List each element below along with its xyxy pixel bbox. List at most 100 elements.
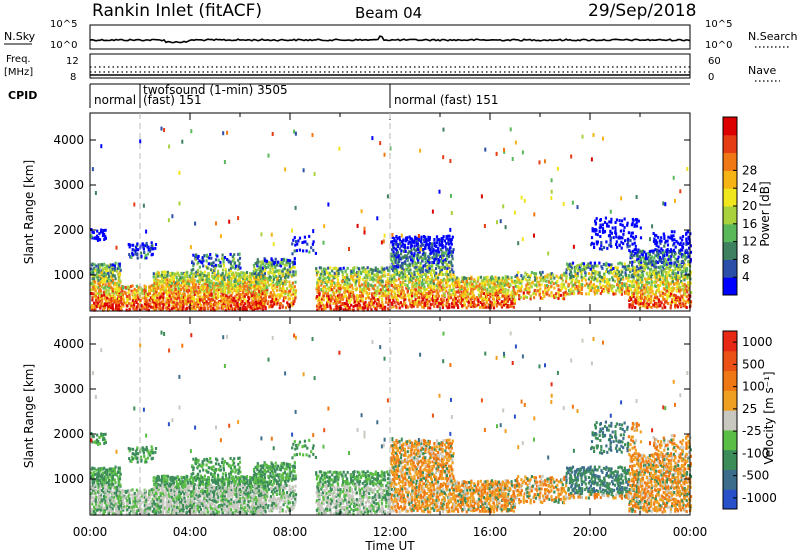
power-cell (368, 296, 371, 300)
power-cell (145, 241, 148, 245)
power-cell (198, 275, 201, 279)
power-cell (380, 304, 383, 308)
power-cell (621, 270, 624, 274)
power-cell (256, 258, 259, 262)
power-cell (416, 305, 419, 309)
power-cell (662, 232, 665, 236)
power-cell (623, 282, 626, 286)
power-cell (378, 270, 381, 274)
power-cell (210, 256, 213, 260)
power-cell (624, 239, 627, 243)
power-cell (182, 295, 186, 299)
power-cell (542, 275, 545, 279)
power-cell (528, 290, 531, 293)
power-cell (456, 282, 459, 286)
power-cell (382, 306, 386, 310)
power-cell (192, 295, 195, 299)
power-cell (599, 225, 603, 229)
power-cell (250, 301, 253, 305)
power-cell (661, 291, 665, 295)
power-cell (324, 306, 327, 310)
power-cell (673, 238, 676, 242)
power-cell (233, 261, 237, 265)
power-cell (262, 266, 265, 270)
power-cell (143, 300, 146, 303)
power-cell (222, 260, 225, 263)
power-cell (135, 299, 138, 303)
power-cell (659, 281, 662, 285)
power-cell (557, 296, 560, 300)
power-cell (370, 302, 373, 305)
power-cell (606, 286, 609, 290)
power-cell (279, 262, 282, 266)
power-cell (262, 262, 265, 266)
power-cell (415, 288, 418, 292)
power-cell (557, 290, 560, 293)
power-cell (629, 256, 632, 260)
power-cell (661, 295, 665, 299)
power-cell (101, 297, 104, 301)
power-cell (369, 278, 372, 282)
power-cell (99, 288, 102, 292)
power-cell (646, 265, 649, 269)
power-cell (672, 234, 675, 238)
power-cell (97, 270, 101, 274)
power-cell (506, 292, 509, 296)
power-cell (393, 237, 396, 241)
power-cell (339, 297, 342, 301)
power-cell (423, 289, 426, 293)
power-cell (437, 258, 440, 261)
power-cell (344, 269, 347, 273)
power-cell (490, 303, 493, 307)
power-cell (496, 301, 499, 305)
power-cell (607, 282, 610, 286)
power-cell (98, 280, 101, 284)
power-cell (390, 284, 393, 287)
power-cell (266, 278, 269, 282)
power-cell (112, 278, 115, 282)
power-cell (539, 287, 542, 291)
power-cell (108, 304, 111, 308)
power-cell (99, 306, 102, 310)
power-cell (662, 263, 666, 267)
power-cell (415, 277, 418, 281)
power-cell (274, 293, 277, 297)
power-cell (106, 269, 109, 273)
power-cell (384, 300, 388, 304)
power-cell (134, 252, 137, 256)
power-cell (683, 282, 686, 286)
power-cell (382, 292, 385, 295)
power-cell (264, 289, 267, 293)
power-cell (428, 244, 431, 248)
power-cell (364, 284, 367, 288)
power-cell (278, 287, 282, 291)
power-cell (135, 248, 138, 252)
power-cell (463, 286, 466, 290)
power-cell (434, 257, 438, 261)
power-cell (257, 268, 260, 272)
power-cell (418, 273, 421, 276)
power-cell (374, 266, 377, 270)
power-cell (266, 288, 269, 292)
power-cell (111, 303, 114, 307)
power-cell (472, 284, 475, 288)
power-cell (599, 223, 602, 227)
power-cell (510, 304, 513, 308)
power-cell (548, 293, 551, 297)
power-cell (489, 300, 492, 304)
power-cell (445, 285, 448, 289)
power-cell (264, 258, 267, 262)
nsearch-label: N.Search (748, 30, 798, 43)
power-cell (194, 255, 197, 259)
power-cell (115, 300, 118, 304)
power-cell (219, 281, 222, 285)
power-cell (352, 305, 355, 309)
power-cell (230, 298, 233, 301)
power-cell (623, 290, 626, 294)
power-cell (660, 247, 663, 251)
power-cell (518, 286, 521, 290)
power-cell (591, 241, 594, 245)
power-cell (492, 295, 495, 299)
power-cell (206, 306, 209, 310)
power-cell (280, 287, 283, 291)
